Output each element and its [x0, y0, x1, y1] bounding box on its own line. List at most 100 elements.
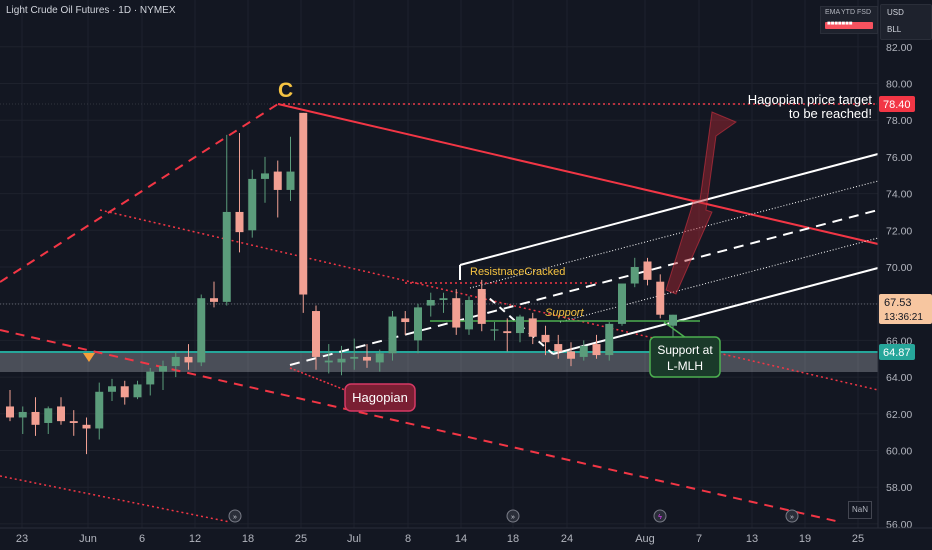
candle-body	[579, 345, 588, 357]
target-label-line1: Hagopian price target	[748, 92, 873, 107]
time-axis[interactable]	[0, 528, 932, 550]
candle-body	[184, 356, 193, 363]
candle	[210, 281, 218, 308]
candle-body	[171, 356, 180, 367]
candle-body	[567, 351, 575, 359]
support-label: Support	[545, 307, 584, 319]
price-tick: 64.00	[886, 372, 912, 384]
target-price-label: 78.40	[883, 99, 911, 111]
time-tick: 8	[405, 533, 411, 545]
price-tick: 58.00	[886, 482, 912, 494]
red-dashed-upper	[0, 103, 279, 283]
indicator-fsd: FSD	[857, 9, 871, 16]
candle	[184, 344, 193, 370]
price-tick: 72.00	[886, 225, 912, 237]
candle	[477, 279, 486, 332]
candle-body	[337, 358, 346, 363]
price-scale[interactable]	[878, 0, 932, 528]
candle	[133, 380, 142, 400]
candle	[171, 351, 180, 378]
candle	[528, 312, 537, 345]
chart-drawings	[0, 103, 879, 523]
candle	[69, 410, 78, 436]
candle-body	[503, 331, 512, 334]
event-icon-1[interactable]: »	[228, 509, 242, 523]
lmlh-callout-box	[649, 336, 721, 378]
pitchfork-handle	[479, 289, 554, 355]
candle-body	[477, 289, 486, 324]
candle	[554, 334, 563, 359]
candle-body	[197, 298, 206, 363]
nan-button[interactable]: NaN	[848, 501, 872, 519]
candle-body	[490, 329, 499, 331]
indicator-ema: EMA	[825, 9, 841, 16]
time-tick: 14	[455, 533, 467, 545]
candle-body	[273, 171, 282, 190]
indicator-legend[interactable]: EMA YTD FSD ■■■■■■■	[820, 6, 878, 34]
candle-body	[554, 344, 563, 352]
time-axis-ticks: 23 Jun 6 12 18 25 Jul 8 14 18 24 Aug 7 13 19 25	[16, 533, 864, 545]
candle-body	[6, 406, 14, 418]
candle	[18, 406, 27, 434]
candle	[426, 292, 435, 317]
time-tick: Jun	[79, 533, 97, 545]
candle	[286, 136, 295, 201]
svg-text:»: »	[233, 514, 237, 521]
candle-body	[605, 323, 614, 356]
price-tick: 74.00	[886, 189, 912, 201]
candle-body	[592, 344, 601, 356]
time-tick: 12	[189, 533, 201, 545]
event-icon-3[interactable]: ϟ	[653, 509, 667, 523]
svg-text:»: »	[511, 514, 515, 521]
time-tick: Jul	[347, 533, 361, 545]
price-tick: 60.00	[886, 446, 912, 458]
candle-body	[375, 353, 384, 363]
event-icon-2[interactable]: »	[506, 509, 520, 523]
svg-text:»: »	[790, 514, 794, 521]
currency-box[interactable]: USD BLL	[880, 4, 932, 40]
candle	[312, 305, 320, 370]
candle-body	[95, 391, 104, 429]
grid-lines	[0, 0, 878, 528]
time-tick: 25	[295, 533, 307, 545]
target-label-line2: to be reached!	[789, 106, 872, 121]
candle	[159, 360, 167, 390]
candle	[656, 274, 665, 319]
candle	[146, 367, 155, 396]
time-tick: 7	[696, 533, 702, 545]
time-tick: Aug	[635, 533, 655, 545]
time-tick: 19	[799, 533, 811, 545]
candle-body	[465, 300, 473, 330]
candle	[388, 311, 397, 361]
candle	[618, 283, 626, 326]
pitchfork-lower-dotted	[559, 237, 879, 323]
candle	[541, 325, 550, 356]
candle-body	[299, 112, 308, 295]
candle	[337, 345, 346, 376]
candle-body	[18, 411, 27, 418]
currency-usd: USD	[887, 8, 904, 17]
time-tick: 18	[242, 533, 254, 545]
candle-body	[516, 316, 524, 334]
current-price-tag	[879, 294, 932, 324]
candle	[324, 344, 333, 374]
price-tick: 62.00	[886, 409, 912, 421]
candle	[44, 406, 53, 434]
target-price-tag	[879, 96, 915, 112]
candle	[108, 378, 116, 401]
candle-body	[426, 300, 435, 306]
event-icon-4[interactable]: »	[785, 509, 799, 523]
candle-body	[133, 384, 142, 398]
candle-body	[363, 356, 371, 361]
candle	[95, 382, 104, 440]
candle	[490, 322, 499, 341]
lmlh-pointer	[663, 321, 687, 339]
candle-body	[439, 298, 448, 301]
candle-body	[618, 283, 626, 324]
candle-body	[656, 281, 665, 315]
time-tick: 25	[852, 533, 864, 545]
candle-body	[312, 311, 320, 357]
